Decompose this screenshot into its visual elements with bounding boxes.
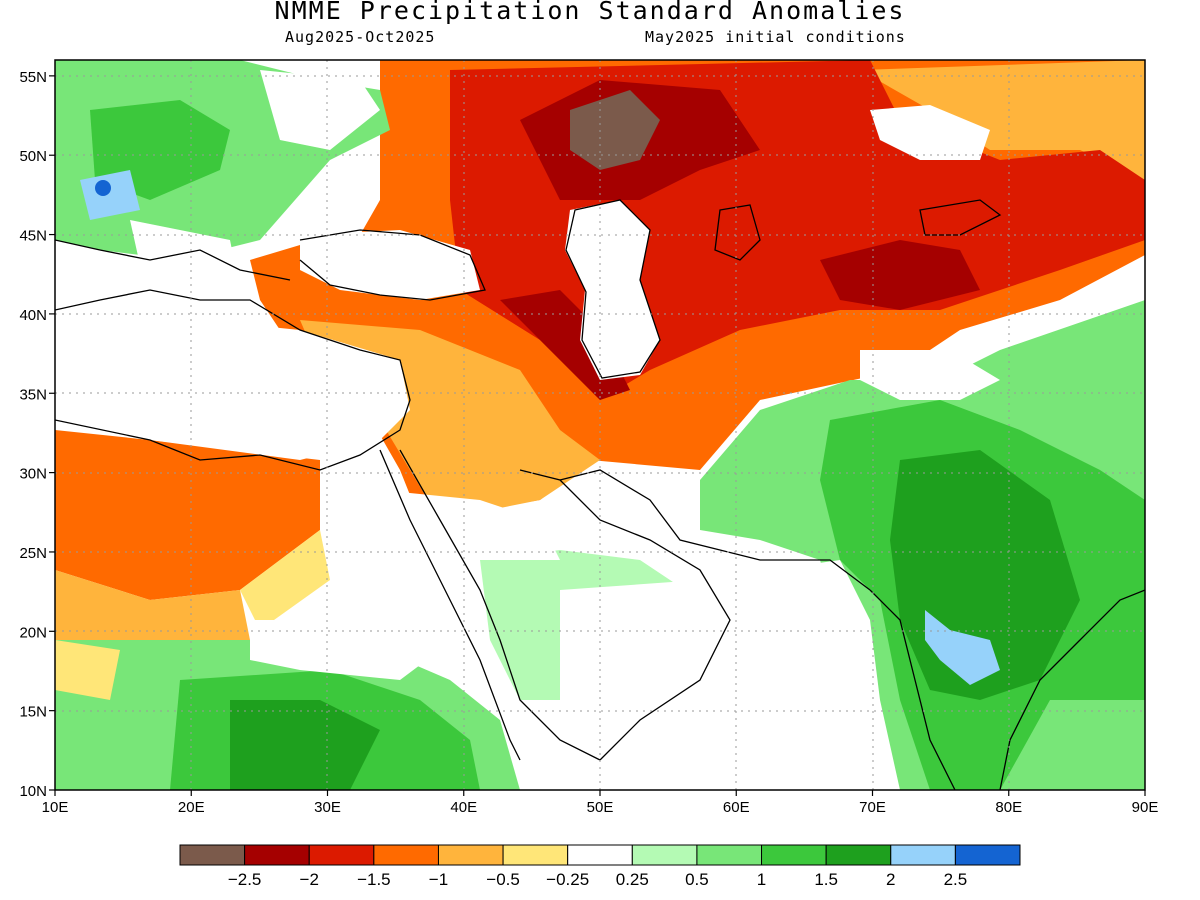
- colorbar-label: 1: [757, 870, 766, 889]
- colorbar-swatch: [631, 844, 698, 866]
- region-india-lightblue: [925, 610, 1000, 685]
- lon-tick-label: 50E: [587, 799, 614, 816]
- coast-red-sea-east: [399, 449, 601, 761]
- region-indian-ocean-white: [560, 560, 900, 790]
- colorbar-label: 2: [886, 870, 895, 889]
- colorbar-swatch: [373, 844, 439, 866]
- region-arabia-white: [380, 490, 560, 600]
- colorbar-label: 2.5: [944, 870, 968, 889]
- lat-tick-label: 15N: [19, 704, 47, 721]
- coast-india-west: [869, 589, 956, 790]
- coast-india-east: [999, 589, 1145, 790]
- gridlines: [55, 60, 1145, 790]
- region-sahel-core: [230, 700, 380, 790]
- colorbar-label: −2.5: [228, 870, 262, 889]
- lat-tick-label: 35N: [19, 386, 47, 403]
- colorbar-label: 0.5: [685, 870, 709, 889]
- colorbar-label: 0.25: [616, 870, 649, 889]
- colorbar-label: −2: [300, 870, 319, 889]
- coast-black-sea: [299, 229, 486, 301]
- colorbar-label: −1.5: [357, 870, 391, 889]
- colorbar-label: −1: [429, 870, 448, 889]
- coast-europe: [55, 239, 291, 281]
- caspian-sea: [565, 200, 660, 380]
- coast-red-sea: [379, 449, 521, 761]
- longitude-axis: 10E 20E 30E 40E 50E 60E 70E 80E 90E: [42, 790, 1159, 816]
- region-himalaya-white: [860, 350, 1000, 400]
- lat-tick-label: 50N: [19, 148, 47, 165]
- colorbar-label: −0.25: [546, 870, 589, 889]
- coast-mediterranean: [55, 289, 411, 471]
- coast-aral: [714, 204, 761, 261]
- latitude-axis: 10N 15N 20N 25N 30N 35N 40N 45N 50N 55N: [19, 69, 55, 800]
- lon-tick-label: 30E: [314, 799, 341, 816]
- colorbar-swatch: [308, 844, 375, 866]
- lat-tick-label: 10N: [19, 783, 47, 800]
- coast-balkhash: [919, 199, 1002, 236]
- region-europe-white-2: [130, 220, 240, 320]
- anomaly-field: [55, 60, 1145, 790]
- region-libya-orange: [55, 430, 320, 600]
- black-sea: [300, 230, 480, 300]
- forecast-period: Aug2025-Oct2025: [285, 28, 436, 46]
- colorbar-swatch: [825, 844, 892, 866]
- region-alps-wet-light: [80, 170, 140, 220]
- colorbar: −2.5 −2 −1.5 −1 −0.5 −0.25 0.25 0.5 1 1.5 2 2.5: [179, 844, 1021, 889]
- colorbar-swatch: [437, 844, 504, 866]
- colorbar-swatch: [244, 844, 310, 866]
- region-libya-yellow: [240, 530, 330, 630]
- lon-tick-label: 40E: [450, 799, 477, 816]
- colorbar-swatch: [179, 844, 246, 866]
- coastlines: [55, 199, 1145, 790]
- lon-tick-label: 90E: [1132, 799, 1159, 816]
- coast-arabia: [519, 469, 731, 761]
- lon-tick-label: 70E: [859, 799, 886, 816]
- colorbar-swatch: [761, 844, 827, 866]
- colorbar-swatch: [696, 844, 763, 866]
- lat-tick-label: 55N: [19, 69, 47, 86]
- region-sahel-white: [250, 620, 440, 680]
- region-dry-brown-core: [570, 90, 660, 170]
- lon-tick-label: 80E: [995, 799, 1022, 816]
- mediterranean: [55, 300, 410, 460]
- region-dry-darkred-east: [820, 240, 980, 310]
- region-white-kazakh-gap: [870, 105, 990, 160]
- colorbar-swatch: [502, 844, 569, 866]
- colorbar-swatch: [567, 844, 633, 866]
- colorbar-swatch: [954, 844, 1021, 866]
- region-europe-white-1: [260, 70, 380, 150]
- coast-caspian: [565, 199, 661, 379]
- lon-tick-label: 10E: [42, 799, 69, 816]
- lon-tick-label: 60E: [723, 799, 750, 816]
- initial-conditions: May2025 initial conditions: [645, 28, 906, 46]
- colorbar-swatch: [890, 844, 956, 866]
- region-light-orange-east: [860, 60, 1145, 180]
- region-sahel-yellow-strip: [55, 640, 120, 700]
- colorbar-label: 1.5: [814, 870, 838, 889]
- region-alps-wet-blue: [95, 180, 111, 196]
- map-title: NMME Precipitation Standard Anomalies: [274, 0, 906, 25]
- lat-tick-label: 20N: [19, 624, 47, 641]
- lon-tick-label: 20E: [178, 799, 205, 816]
- lat-tick-label: 25N: [19, 545, 47, 562]
- lat-tick-label: 40N: [19, 307, 47, 324]
- lat-tick-label: 45N: [19, 228, 47, 245]
- lat-tick-label: 30N: [19, 466, 47, 483]
- coast-persian-gulf: [559, 469, 871, 591]
- colorbar-label: −0.5: [486, 870, 520, 889]
